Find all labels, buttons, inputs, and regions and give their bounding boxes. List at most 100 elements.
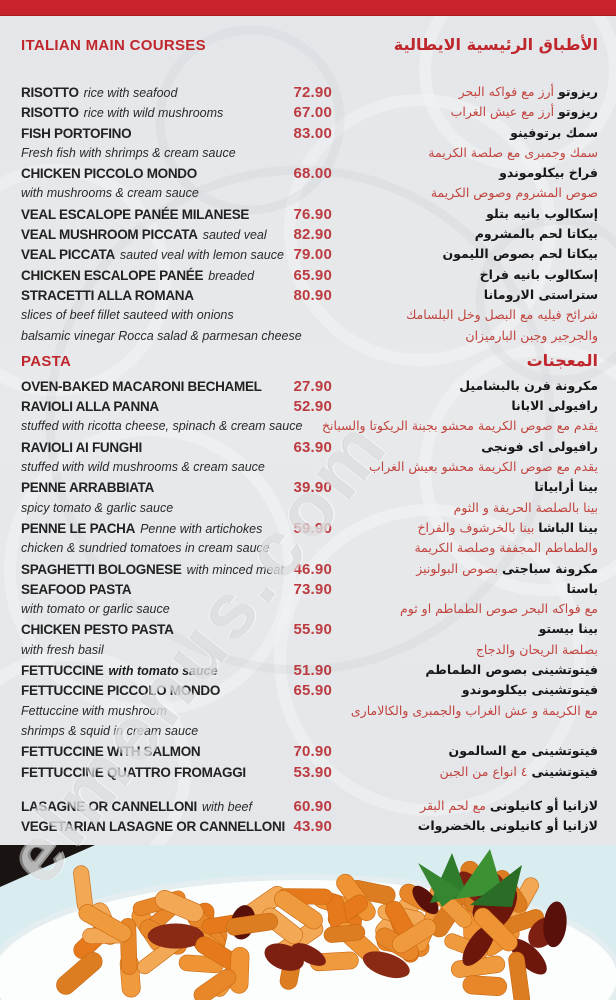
menu-item-row: SPAGHETTI BOLOGNESE with minced meat 46.90… — [0, 560, 616, 580]
item-text-ar: فيتوتشينى بصوص الطماطم — [425, 662, 598, 677]
item-desc-en: balsamic vinegar Rocca salad & parmesan … — [21, 328, 302, 343]
item-text-ar: رافيولى الابانا — [511, 398, 598, 413]
item-subtitle-en: sauted veal — [202, 228, 267, 243]
item-text-ar: فراخ بيكلوموندو — [499, 165, 598, 180]
item-desc-row: with fresh basil بصلصة الريحان والدجاج — [0, 641, 616, 661]
item-name-en: RAVIOLI AI FUNGHI — [21, 439, 142, 455]
item-price: 68.00 — [293, 165, 332, 183]
item-desc-ar: شرائح فيليه مع البصل وخل البلسامك — [406, 307, 598, 323]
item-desc-en: slices of beef fillet sauteed with onion… — [21, 308, 234, 323]
item-name-ar: لازانيا أو كانيلونى — [489, 797, 598, 813]
item-desc-en: Fresh fish with shrimps & cream sauce — [21, 145, 236, 160]
item-price: 39.90 — [293, 479, 332, 497]
item-price: 46.90 — [293, 560, 332, 578]
menu-item-row: CHICKEN PICCOLO MONDO 68.00 فراخ بيكلوموند… — [0, 164, 616, 184]
item-desc-en: Fettuccine with mushroom — [21, 703, 167, 718]
item-name-ar: ستراستى الارومانا — [483, 286, 598, 302]
section-title-ar: المعجنات — [526, 350, 598, 370]
item-desc-row: shrimps & squid in cream sauce — [0, 722, 616, 742]
item-text-en: STRACETTI ALLA ROMANA — [21, 288, 194, 303]
item-name-ar: فراخ بيكلوموندو — [499, 165, 598, 181]
item-subtitle-en: rice with seafood — [83, 86, 178, 100]
item-text-en: VEGETARIAN LASAGNE OR CANNELLONI — [21, 819, 285, 834]
item-desc-row: with mushrooms & cream sauce صوص المشروم … — [0, 184, 616, 204]
item-desc-row: stuffed with wild mushrooms & cream sauc… — [0, 458, 616, 478]
header-bar — [0, 0, 616, 16]
item-desc-ar: بينا بالخرشوف والفراخ — [417, 519, 535, 535]
section-header: ITALIAN MAIN COURSES الأطباق الرئيسية الا… — [0, 35, 616, 59]
item-price: 67.00 — [293, 104, 332, 122]
item-name-en: STRACETTI ALLA ROMANA — [21, 287, 194, 303]
item-subtitle-en: breaded — [208, 268, 255, 283]
item-text-en: OVEN-BAKED MACARONI BECHAMEL — [21, 379, 262, 394]
item-text-en: VEAL MUSHROOM PICCATA sauted veal — [21, 227, 267, 242]
item-desc-ar: والطماطم المجففة وصلصة الكريمة — [414, 540, 598, 556]
menu-item-row: RAVIOLI AI FUNGHI 63.90 رافيولى اى فونجى — [0, 438, 616, 458]
item-name-en: CHICKEN PESTO PASTA — [21, 622, 174, 638]
item-name-en: RISOTTO — [21, 105, 79, 121]
item-name-ar: مكرونة سباجتى — [501, 560, 598, 576]
item-text-en: PENNE ARRABBIATA — [21, 480, 154, 495]
menu-item-row: CHICKEN ESCALOPE PANÉE breaded 65.90 إسكالو… — [0, 266, 616, 286]
item-name-en: VEAL MUSHROOM PICCATA — [21, 227, 198, 243]
item-price: 72.90 — [293, 84, 332, 101]
item-name-en: FETTUCCINE PICCOLO MONDO — [21, 683, 221, 699]
item-text-ar: فيتوتشينى ٤ انواع من الجبن — [440, 764, 598, 779]
item-name-en: PENNE LE PACHA — [21, 520, 136, 536]
item-price: 76.90 — [293, 205, 332, 223]
item-price: 79.00 — [293, 246, 332, 264]
item-text-en: RISOTTO rice with seafood — [21, 85, 177, 100]
item-name-en: LASAGNE OR CANNELLONI — [21, 798, 197, 814]
item-text-ar: مع فواكه البحر صوص الطماطم او ثوم — [400, 601, 598, 616]
item-name-en: SPAGHETTI BOLOGNESE — [21, 561, 182, 577]
item-desc-row: slices of beef fillet sauteed with onion… — [0, 306, 616, 326]
item-price: 51.90 — [293, 662, 332, 680]
item-name-en: VEAL ESCALOPE PANÉE MILANESE — [21, 206, 250, 222]
item-name-ar: بينا الباشا — [538, 519, 598, 535]
item-price: 65.90 — [293, 266, 332, 284]
item-text-en: SPAGHETTI BOLOGNESE with minced meat — [21, 562, 284, 577]
item-name-en: FISH PORTOFINO — [21, 125, 132, 141]
item-desc-en: with fresh basil — [21, 642, 104, 657]
item-name-en: VEAL PICCATA — [21, 247, 115, 263]
menu-item-row: STRACETTI ALLA ROMANA 80.90 ستراستى الاروم… — [0, 286, 616, 306]
menu-item-row: VEAL ESCALOPE PANÉE MILANESE 76.90 إسكالوب… — [0, 205, 616, 225]
item-name-ar: باستا — [566, 580, 598, 596]
item-desc-row: spicy tomato & garlic sauce بينا بالصلصة … — [0, 499, 616, 519]
item-text-ar: مكرونة فرن بالبشاميل — [459, 378, 598, 393]
menu-item-row: VEAL MUSHROOM PICCATA sauted veal 82.90 بيك… — [0, 225, 616, 245]
menu-item-row: PENNE LE PACHA Penne with artichokes 59.90… — [0, 519, 616, 539]
item-name-en: VEGETARIAN LASAGNE OR CANNELLONI — [21, 819, 285, 835]
item-desc-ar: أرز مع فواكه البحر — [458, 84, 555, 99]
item-text-ar: رافيولى اى فونجى — [481, 439, 598, 454]
item-text-en: VEAL ESCALOPE PANÉE MILANESE — [21, 207, 249, 222]
item-price: 70.90 — [293, 743, 332, 761]
item-desc-ar: سمك وجمبرى مع صلصة الكريمة — [428, 144, 598, 160]
menu-item-row: CHICKEN PESTO PASTA 55.90 بينا بيستو — [0, 620, 616, 640]
item-desc-ar: بصوص البولونيز — [416, 560, 498, 576]
item-text-ar: مع الكريمة و عش الغراب والجمبرى والكالام… — [351, 703, 598, 718]
item-name-en: FETTUCCINE — [21, 663, 104, 679]
item-text-ar: بيكاتا لحم بالمشروم — [475, 226, 598, 241]
item-price: 80.90 — [293, 286, 332, 304]
item-text-ar: والطماطم المجففة وصلصة الكريمة — [414, 540, 598, 555]
item-text-ar: لازانيا أو كانيلونى بالخضروات — [418, 818, 598, 833]
item-price: 60.90 — [293, 797, 332, 815]
item-name-en: CHICKEN PICCOLO MONDO — [21, 166, 197, 182]
item-text-ar: والجرجير وجبن البارميزان — [465, 328, 598, 343]
item-text-en: FETTUCCINE WITH SALMON — [21, 744, 201, 759]
item-text-ar: بينا بيستو — [539, 621, 598, 636]
item-text-ar: شرائح فيليه مع البصل وخل البلسامك — [406, 307, 598, 322]
row-spacer — [0, 783, 616, 797]
item-price: 27.90 — [293, 377, 332, 395]
item-text-ar: يقدم مع صوص الكريمة محشو بجبنة الريكوتا … — [322, 418, 598, 433]
item-name-ar: ريزوتو — [558, 104, 598, 120]
section-title-en: ITALIAN MAIN COURSES — [21, 37, 206, 54]
item-text-ar: ريزوتو أرز مع عيش الغراب — [451, 104, 598, 119]
item-text-ar: سمك برتوفينو — [510, 125, 598, 140]
section-header: PASTA المعجنات — [0, 350, 616, 375]
item-name-ar: سمك برتوفينو — [510, 124, 598, 140]
item-name-ar: بينا بيستو — [538, 621, 598, 637]
menu-item-row: RISOTTO rice with wild mushrooms 67.00 ريزو… — [0, 103, 616, 123]
menu-item-row: SEAFOOD PASTA 73.90 باستا — [0, 580, 616, 600]
